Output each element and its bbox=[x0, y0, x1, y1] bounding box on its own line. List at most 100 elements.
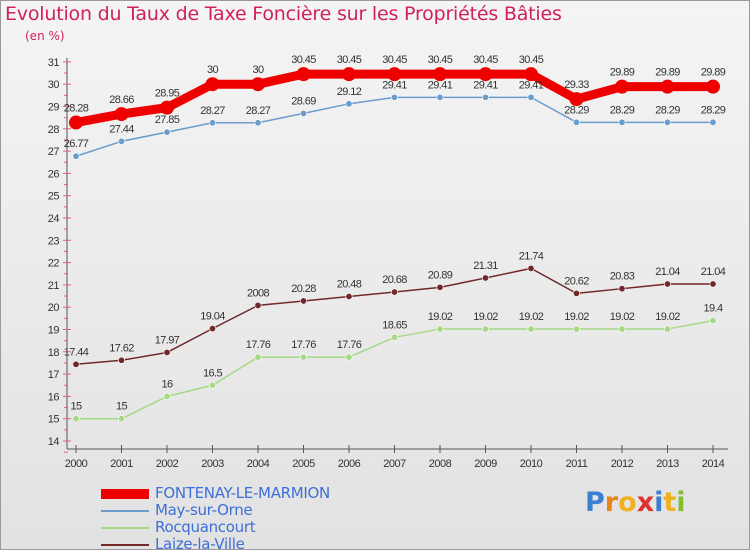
data-point bbox=[254, 119, 262, 127]
data-point bbox=[299, 353, 307, 361]
data-label: 17.97 bbox=[155, 334, 180, 346]
data-label: 17.76 bbox=[337, 339, 362, 351]
data-point bbox=[615, 79, 629, 94]
data-point bbox=[527, 325, 535, 333]
data-label: 28.95 bbox=[155, 88, 180, 100]
x-tick-label: 2005 bbox=[292, 458, 315, 470]
data-point bbox=[390, 93, 398, 101]
data-label: 29.89 bbox=[610, 67, 635, 79]
data-label: 17.62 bbox=[109, 342, 134, 354]
data-point bbox=[342, 67, 356, 82]
y-tick-label: 21 bbox=[48, 280, 60, 292]
data-point bbox=[118, 356, 126, 364]
x-tick-label: 2008 bbox=[429, 458, 452, 470]
data-point bbox=[433, 67, 447, 82]
data-point bbox=[706, 79, 720, 94]
data-point bbox=[618, 118, 626, 126]
data-point bbox=[345, 100, 353, 108]
data-label: 20.83 bbox=[610, 271, 635, 283]
x-tick-label: 2014 bbox=[702, 458, 725, 470]
data-label: 19.02 bbox=[473, 311, 498, 323]
data-label: 29.89 bbox=[655, 67, 680, 79]
data-label: 28.29 bbox=[701, 104, 726, 116]
data-point bbox=[527, 264, 535, 272]
data-point bbox=[251, 77, 265, 92]
data-label: 29.12 bbox=[337, 86, 362, 98]
data-label: 19.02 bbox=[519, 311, 544, 323]
data-point bbox=[481, 274, 489, 282]
data-point bbox=[69, 115, 83, 130]
data-point bbox=[618, 325, 626, 333]
data-label: 26.77 bbox=[64, 138, 89, 150]
data-point bbox=[481, 325, 489, 333]
data-point bbox=[163, 392, 171, 400]
data-label: 30.45 bbox=[291, 54, 316, 66]
y-tick-label: 29 bbox=[48, 102, 60, 114]
x-tick-label: 2012 bbox=[611, 458, 634, 470]
legend-swatch bbox=[101, 488, 149, 499]
x-tick-label: 2009 bbox=[474, 458, 497, 470]
y-tick-label: 26 bbox=[48, 168, 60, 180]
logo-letter: t bbox=[663, 487, 677, 518]
line-chart: 14 15 16 17 18 19 20 21 22 23 24 25 26 27 28 29 30 31 2000… bbox=[48, 54, 728, 470]
y-tick-label: 23 bbox=[48, 235, 60, 247]
x-tick-label: 2004 bbox=[247, 458, 270, 470]
data-point bbox=[663, 118, 671, 126]
data-point bbox=[390, 333, 398, 341]
data-point bbox=[572, 289, 580, 297]
data-point bbox=[524, 67, 538, 82]
logo-letter: i bbox=[676, 487, 686, 518]
data-label: 28.29 bbox=[564, 104, 589, 116]
data-label: 29.41 bbox=[382, 79, 407, 91]
data-point bbox=[345, 292, 353, 300]
data-label: 19.4 bbox=[703, 303, 722, 315]
data-label: 30.45 bbox=[337, 54, 362, 66]
y-tick-label: 31 bbox=[48, 57, 60, 69]
data-label: 20.28 bbox=[291, 283, 316, 295]
data-label: 28.66 bbox=[109, 94, 134, 106]
data-label: 28.29 bbox=[655, 104, 680, 116]
x-tick-label: 2013 bbox=[656, 458, 679, 470]
data-point bbox=[209, 381, 217, 389]
data-point bbox=[709, 118, 717, 126]
data-label: 28.29 bbox=[610, 104, 635, 116]
y-tick-label: 18 bbox=[48, 347, 60, 359]
data-point bbox=[572, 325, 580, 333]
logo-letter: r bbox=[604, 487, 619, 518]
y-tick-label: 16 bbox=[48, 391, 60, 403]
data-point bbox=[345, 353, 353, 361]
data-point bbox=[72, 152, 80, 160]
data-point bbox=[436, 325, 444, 333]
data-point bbox=[299, 109, 307, 117]
data-point bbox=[72, 415, 80, 423]
data-point bbox=[299, 297, 307, 305]
data-label: 29.41 bbox=[519, 79, 544, 91]
data-label: 20.62 bbox=[564, 275, 589, 287]
data-point bbox=[709, 317, 717, 325]
y-tick-label: 28 bbox=[48, 124, 60, 136]
data-point bbox=[663, 325, 671, 333]
legend-label: Rocquancourt bbox=[155, 518, 256, 536]
x-tick-label: 2006 bbox=[338, 458, 361, 470]
y-tick-label: 25 bbox=[48, 191, 60, 203]
data-label: 16.5 bbox=[203, 367, 222, 379]
y-tick-label: 14 bbox=[48, 436, 60, 448]
x-tick-label: 2003 bbox=[201, 458, 224, 470]
logo-letter: i bbox=[654, 487, 664, 518]
x-tick-label: 2011 bbox=[566, 458, 588, 470]
data-point bbox=[296, 67, 311, 82]
data-label: 28.27 bbox=[246, 105, 271, 117]
data-point bbox=[118, 415, 126, 423]
data-label: 2008 bbox=[247, 287, 270, 299]
legend-swatch bbox=[101, 509, 149, 512]
data-label: 19.02 bbox=[610, 311, 635, 323]
legend-label: FONTENAY-LE-MARMION bbox=[155, 484, 330, 502]
data-point bbox=[618, 285, 626, 293]
axes: 14 15 16 17 18 19 20 21 22 23 24 25 26 27 28 29 30 31 2000… bbox=[48, 57, 728, 470]
data-point bbox=[527, 93, 535, 101]
data-label: 20.68 bbox=[382, 274, 407, 286]
y-tick-label: 22 bbox=[48, 258, 60, 270]
data-label: 28.27 bbox=[200, 105, 225, 117]
data-point bbox=[114, 107, 129, 122]
data-label: 17.76 bbox=[291, 339, 316, 351]
